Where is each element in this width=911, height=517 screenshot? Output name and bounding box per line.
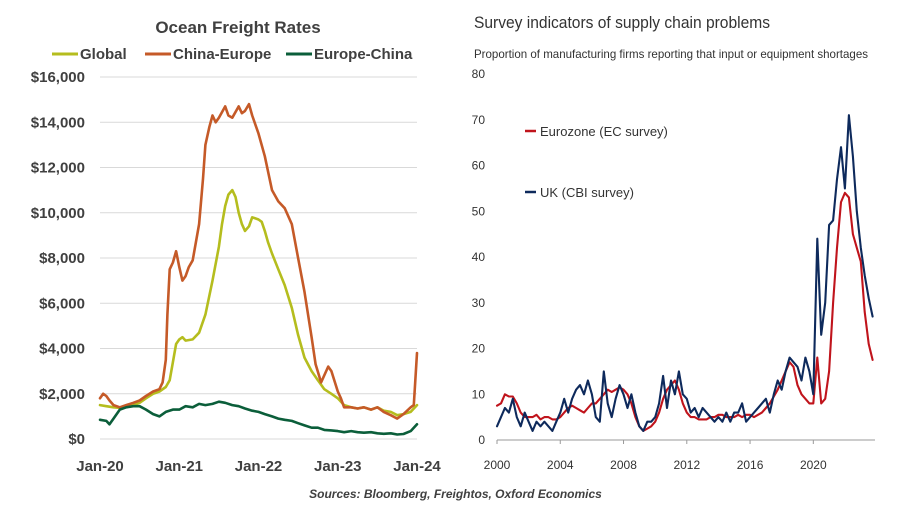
left-y-tick-label: $14,000: [31, 114, 85, 131]
right-y-tick-label: 70: [472, 113, 486, 127]
right-chart-x-ticks: 2000 2004 2008 2012 2016 2020: [484, 440, 827, 472]
right-y-tick-label: 50: [472, 204, 486, 218]
left-x-tick-label: Jan-23: [314, 458, 362, 475]
right-y-tick-label: 10: [472, 387, 486, 401]
right-x-tick-label: 2004: [547, 458, 574, 472]
source-note: Sources: Bloomberg, Freightos, Oxford Ec…: [309, 487, 602, 501]
right-x-tick-label: 2020: [800, 458, 827, 472]
right-y-tick-label: 80: [472, 67, 486, 81]
right-x-tick-label: 2008: [610, 458, 637, 472]
series-line-global: [98, 188, 419, 417]
left-x-tick-label: Jan-20: [76, 458, 124, 475]
right-chart-legend: Eurozone (EC survey) UK (CBI survey): [525, 124, 668, 200]
left-y-tick-label: $12,000: [31, 160, 85, 177]
left-chart-series: [98, 102, 419, 436]
left-y-tick-label: $10,000: [31, 205, 85, 222]
series-line-europe-china: [98, 400, 419, 436]
legend-label-europe-china: Europe-China: [314, 46, 413, 63]
series-line-uk-cbi-survey: [495, 114, 874, 432]
legend-label-uk-cbi-survey: UK (CBI survey): [540, 185, 634, 200]
left-y-tick-label: $6,000: [39, 295, 85, 312]
left-y-tick-label: $16,000: [31, 69, 85, 86]
ocean-freight-chart: Ocean Freight Rates Global China-Europe Eu…: [31, 18, 442, 475]
right-y-tick-label: 20: [472, 342, 486, 356]
right-y-tick-label: 30: [472, 296, 486, 310]
right-chart-y-ticks: 0 10 20 30 40 50 60 70 80: [472, 67, 486, 447]
right-chart-title: Survey indicators of supply chain proble…: [474, 13, 770, 32]
right-x-tick-label: 2012: [673, 458, 700, 472]
right-chart-subtitle: Proportion of manufacturing firms report…: [474, 47, 868, 61]
left-chart-legend: Global China-Europe Europe-China: [52, 46, 413, 63]
series-line-eurozone-ec-survey: [495, 191, 874, 432]
supply-chain-survey-chart: Survey indicators of supply chain proble…: [472, 13, 875, 472]
right-y-tick-label: 0: [478, 433, 485, 447]
left-x-tick-label: Jan-24: [393, 458, 441, 475]
legend-label-global: Global: [80, 46, 127, 63]
left-y-tick-label: $8,000: [39, 250, 85, 267]
left-x-tick-label: Jan-22: [235, 458, 283, 475]
right-y-tick-label: 60: [472, 159, 486, 173]
legend-label-eurozone-ec-survey: Eurozone (EC survey): [540, 124, 668, 139]
left-y-tick-label: $0: [68, 431, 85, 448]
right-chart-series: [495, 114, 874, 432]
left-y-tick-label: $4,000: [39, 341, 85, 358]
right-x-tick-label: 2016: [737, 458, 764, 472]
series-line-china-europe: [98, 102, 419, 420]
left-x-tick-label: Jan-21: [155, 458, 203, 475]
left-chart-title: Ocean Freight Rates: [155, 18, 320, 37]
left-chart-x-ticks: Jan-20 Jan-21 Jan-22 Jan-23 Jan-24: [76, 458, 441, 475]
left-chart-y-ticks: $0 $2,000 $4,000 $6,000 $8,000 $10,000 $12,000…: [31, 69, 85, 448]
right-y-tick-label: 40: [472, 250, 486, 264]
legend-label-china-europe: China-Europe: [173, 46, 271, 63]
left-y-tick-label: $2,000: [39, 386, 85, 403]
left-chart-grid: [100, 76, 417, 440]
right-x-tick-label: 2000: [484, 458, 511, 472]
